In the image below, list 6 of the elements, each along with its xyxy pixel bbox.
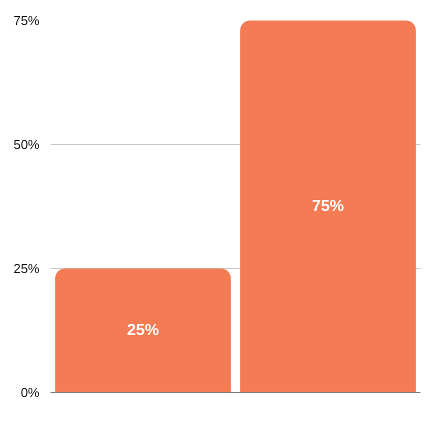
data-label: 25%: [126, 322, 160, 339]
y-tick-label: 75%: [13, 13, 40, 28]
y-tick-label: 25%: [13, 261, 40, 276]
y-tick-label: 0%: [20, 385, 40, 400]
data-label: 75%: [312, 198, 344, 215]
y-tick-label: 50%: [13, 137, 40, 152]
